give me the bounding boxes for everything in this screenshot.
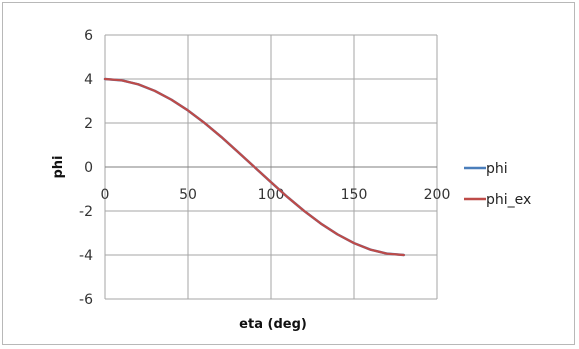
legend-label-phi_ex: phi_ex bbox=[486, 192, 531, 208]
x-tick-label: 200 bbox=[424, 187, 451, 203]
y-tick-label: 0 bbox=[84, 160, 93, 176]
y-tick-label: -2 bbox=[79, 204, 93, 220]
x-tick-label: 150 bbox=[341, 187, 368, 203]
y-tick-label: 2 bbox=[84, 116, 93, 132]
x-tick-labels: 0 50 100 150 200 bbox=[101, 187, 451, 203]
y-tick-label: 6 bbox=[84, 28, 93, 44]
x-tick-label: 100 bbox=[258, 187, 285, 203]
y-tick-label: -6 bbox=[79, 292, 93, 308]
legend-label-phi: phi bbox=[486, 161, 508, 177]
x-tick-label: 0 bbox=[101, 187, 110, 203]
x-axis-label: eta (deg) bbox=[239, 317, 307, 332]
y-tick-label: 4 bbox=[84, 72, 93, 88]
legend: phi phi_ex bbox=[464, 161, 531, 208]
chart-frame bbox=[2, 2, 575, 345]
gridlines bbox=[104, 34, 438, 300]
x-tick-label: 50 bbox=[179, 187, 197, 203]
y-axis-label: phi bbox=[51, 155, 66, 178]
series-lines bbox=[103, 77, 406, 257]
y-tick-label: -4 bbox=[79, 248, 93, 264]
series-line-phi_ex bbox=[103, 77, 405, 257]
y-tick-labels: 6 4 2 0 -2 -4 -6 bbox=[79, 28, 93, 308]
